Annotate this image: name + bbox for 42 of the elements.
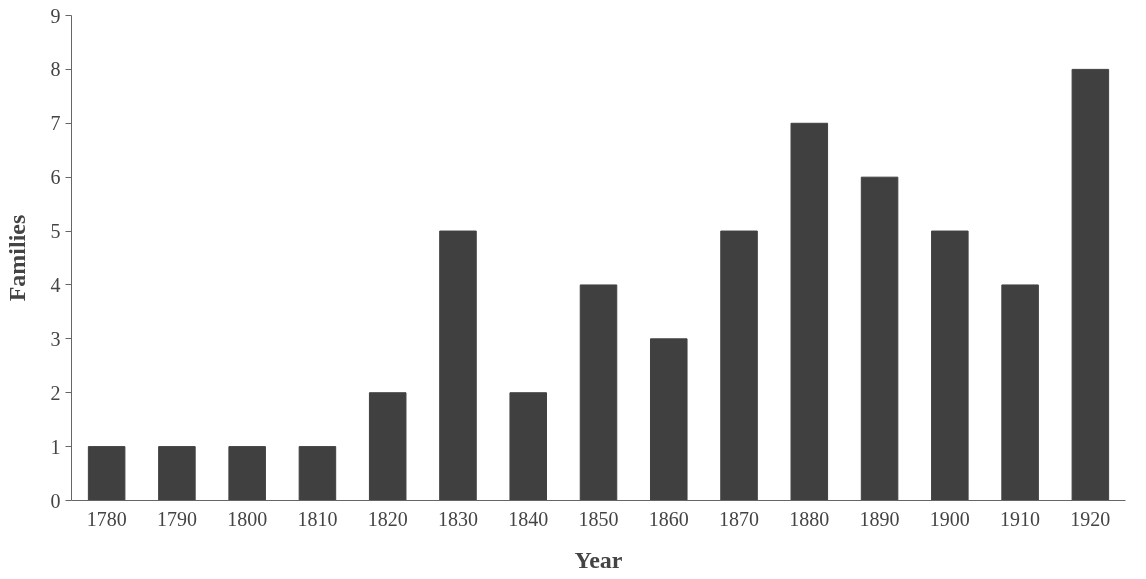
bar xyxy=(650,338,688,501)
x-axis-title: Year xyxy=(574,546,623,573)
x-tick-label: 1820 xyxy=(367,507,408,530)
y-tick-label: 5 xyxy=(50,220,61,243)
x-tick-label: 1830 xyxy=(437,507,478,530)
x-tick-label: 1850 xyxy=(578,507,619,530)
bar xyxy=(368,392,407,501)
y-tick-label: 9 xyxy=(50,4,61,27)
x-tick-label: 1920 xyxy=(1070,507,1111,530)
bar xyxy=(931,230,969,501)
x-tick-label: 1780 xyxy=(86,507,127,530)
y-tick-label: 2 xyxy=(50,381,61,404)
x-tick-label: 1910 xyxy=(1000,507,1041,530)
x-tick-label: 1860 xyxy=(648,507,689,530)
bar xyxy=(1071,68,1110,501)
bar xyxy=(1001,284,1039,501)
x-tick-label: 1800 xyxy=(227,507,268,530)
y-axis-title: Families xyxy=(3,214,30,302)
bar xyxy=(860,176,899,501)
bar xyxy=(439,230,477,501)
bar xyxy=(790,122,829,501)
y-tick-label: 8 xyxy=(50,58,61,81)
bar xyxy=(87,446,126,501)
y-tick-label: 1 xyxy=(50,435,61,458)
bar xyxy=(298,446,337,501)
x-tick-label: 1890 xyxy=(859,507,900,530)
x-tick-label: 1880 xyxy=(789,507,830,530)
x-tick-label: 1790 xyxy=(156,507,197,530)
y-tick-label: 3 xyxy=(50,327,61,350)
x-tick-label: 1900 xyxy=(929,507,970,530)
y-tick-label: 4 xyxy=(50,273,61,296)
bar xyxy=(158,446,196,501)
y-tick-label: 6 xyxy=(50,166,61,189)
y-tick-label: 0 xyxy=(50,489,61,512)
bar xyxy=(579,284,618,501)
x-tick-label: 1810 xyxy=(297,507,338,530)
bar xyxy=(228,446,266,501)
bar xyxy=(509,392,547,501)
x-tick-label: 1840 xyxy=(508,507,549,530)
y-tick-label: 7 xyxy=(50,112,61,135)
x-tick-label: 1870 xyxy=(719,507,760,530)
bar xyxy=(720,230,758,501)
